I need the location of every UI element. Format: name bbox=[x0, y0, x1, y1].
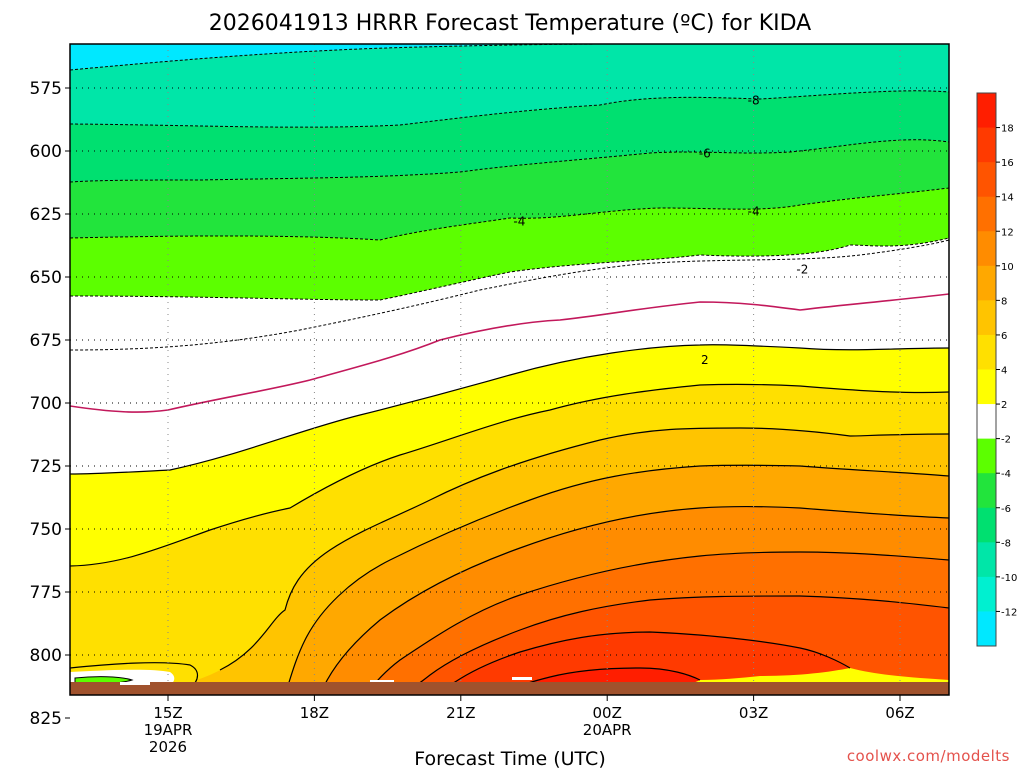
x-tick-label: 00Z bbox=[593, 704, 622, 722]
colorbar-tick-label: 10 bbox=[1001, 262, 1014, 273]
y-tick-label: 650 bbox=[30, 268, 62, 288]
y-tick-label: 725 bbox=[30, 457, 62, 477]
contour-line-positive bbox=[364, 551, 949, 695]
colorbar-tick-label: 4 bbox=[1001, 366, 1007, 377]
colorbar-tick-label: 16 bbox=[1001, 158, 1014, 169]
y-tick-label: 600 bbox=[30, 142, 62, 162]
contour-line-negative bbox=[70, 139, 949, 183]
chart-title: 2026041913 HRRR Forecast Temperature (ºC… bbox=[209, 11, 811, 36]
contour-line-negative bbox=[70, 237, 949, 301]
contour-line-negative bbox=[70, 187, 949, 241]
colorbar-tick-label: 6 bbox=[1001, 331, 1007, 342]
x-tick-label: 03Z bbox=[739, 704, 768, 722]
colorbar-legend: 18 16 14 12 10 8 6 4 2 -2 -4 -6 -8 -10 -12 bbox=[976, 92, 1017, 647]
plot-frame bbox=[69, 43, 950, 696]
x-tick-label: 2026 bbox=[149, 738, 187, 756]
contour-line-negative bbox=[70, 90, 949, 128]
colorbar-swatch bbox=[977, 265, 996, 301]
colorbar-swatch bbox=[977, 507, 996, 543]
ground-notch bbox=[120, 682, 150, 685]
x-tick-label: 15Z bbox=[153, 704, 182, 722]
freezing-line bbox=[70, 293, 949, 413]
contour-line-positive bbox=[70, 344, 949, 475]
y-tick-label: 675 bbox=[30, 331, 62, 351]
colorbar-swatch bbox=[977, 611, 996, 647]
contour-line-positive bbox=[219, 427, 949, 671]
y-tick-label: 800 bbox=[30, 646, 62, 666]
contour-label: -4 bbox=[513, 215, 525, 229]
temperature-band bbox=[70, 428, 949, 695]
colorbar-swatch bbox=[977, 231, 996, 267]
x-axis-label: Forecast Time (UTC) bbox=[414, 748, 605, 768]
y-tick-label: 575 bbox=[30, 79, 62, 99]
contour-line-negative bbox=[70, 239, 949, 351]
x-tick-label: 21Z bbox=[446, 704, 475, 722]
colorbar-swatch bbox=[977, 162, 996, 198]
colorbar-swatch bbox=[977, 334, 996, 370]
temperature-band bbox=[70, 44, 949, 128]
colorbar-tick-label: -8 bbox=[1001, 538, 1011, 549]
temperature-band bbox=[320, 506, 949, 695]
x-tick-label: 18Z bbox=[300, 704, 329, 722]
colorbar-swatch bbox=[977, 404, 996, 440]
y-tick-label: 700 bbox=[30, 394, 62, 414]
x-tick-label: 06Z bbox=[885, 704, 914, 722]
temperature-band bbox=[70, 238, 949, 474]
colorbar-tick-label: -12 bbox=[1001, 607, 1017, 618]
contour-line-positive bbox=[399, 595, 949, 695]
x-tick-label: 19APR bbox=[144, 721, 193, 739]
colorbar-tick-label: -6 bbox=[1001, 504, 1011, 515]
colorbar-tick-label: -10 bbox=[1001, 573, 1017, 584]
y-tick-label: 825 bbox=[30, 709, 62, 729]
colorbar-swatch bbox=[977, 576, 996, 612]
ground-notch bbox=[370, 680, 394, 682]
y-tick-label: 775 bbox=[30, 583, 62, 603]
colorbar-tick-label: 8 bbox=[1001, 296, 1007, 307]
colorbar-swatch bbox=[977, 196, 996, 232]
colorbar-swatch bbox=[977, 127, 996, 163]
temperature-band bbox=[70, 139, 949, 240]
y-tick-label: 750 bbox=[30, 520, 62, 540]
x-tick-label: 20APR bbox=[583, 721, 632, 739]
colorbar-swatch bbox=[977, 300, 996, 336]
contour-line-positive bbox=[319, 505, 949, 695]
colorbar-tick-label: -2 bbox=[1001, 435, 1011, 446]
temperature-band bbox=[365, 552, 949, 695]
colorbar-tick-label: 12 bbox=[1001, 227, 1014, 238]
temperature-band bbox=[70, 344, 949, 566]
contour-line-positive bbox=[284, 464, 949, 695]
y-axis: 575600625650675700725750775800825850 bbox=[30, 79, 70, 729]
contour-label: -2 bbox=[796, 262, 808, 276]
colorbar-swatch bbox=[977, 93, 996, 129]
colorbar-tick-label: 2 bbox=[1001, 400, 1007, 411]
temperature-band bbox=[70, 90, 949, 182]
temperature-band bbox=[400, 596, 949, 695]
contour-label: 2 bbox=[701, 353, 709, 367]
temperature-band bbox=[70, 44, 620, 70]
colorbar-tick-label: 14 bbox=[1001, 193, 1014, 204]
y-tick-label: 625 bbox=[30, 205, 62, 225]
colorbar-swatch bbox=[977, 369, 996, 405]
ground-strip bbox=[70, 682, 949, 695]
temperature-band bbox=[285, 465, 949, 695]
temperature-band bbox=[70, 188, 949, 300]
colorbar-tick-label: -4 bbox=[1001, 469, 1011, 480]
contour-label: -6 bbox=[699, 147, 711, 161]
ground-notch bbox=[512, 677, 532, 680]
credit-text: coolwx.com/modelts bbox=[847, 747, 1010, 765]
colorbar-swatch bbox=[977, 473, 996, 509]
colorbar-swatch bbox=[977, 542, 996, 578]
colorbar-tick-label: 18 bbox=[1001, 124, 1014, 135]
contour-label: -4 bbox=[748, 204, 760, 218]
colorbar-swatch bbox=[977, 438, 996, 474]
contour-label: -8 bbox=[748, 94, 760, 108]
